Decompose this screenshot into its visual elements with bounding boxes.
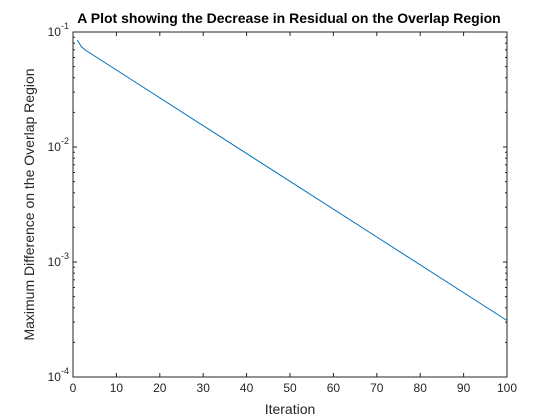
x-tick-label: 100 [497, 381, 517, 395]
x-tick-label: 80 [414, 381, 428, 395]
y-axis-label: Maximum Difference on the Overlap Region [21, 68, 37, 340]
x-tick-label: 20 [153, 381, 167, 395]
series-layer [76, 39, 508, 321]
y-tick-label-exponent: -1 [61, 21, 69, 31]
y-axis: 10-410-310-210-1 [48, 21, 507, 384]
y-tick-label-base: 10 [48, 370, 62, 384]
x-axis: 0 10 20 30 40 50 60 70 80 90 100 [70, 32, 517, 395]
y-tick-label: 10-3 [48, 251, 69, 269]
y-tick-label: 10-1 [48, 21, 69, 39]
y-tick-label-base: 10 [48, 255, 62, 269]
chart-title: A Plot showing the Decrease in Residual … [77, 10, 500, 26]
y-tick-label-exponent: -3 [61, 251, 69, 261]
x-tick-label: 50 [283, 381, 297, 395]
x-tick-label: 10 [110, 381, 124, 395]
x-tick-label: 60 [327, 381, 341, 395]
y-tick-label-base: 10 [48, 25, 62, 39]
plot-area [73, 32, 507, 377]
y-tick-label-exponent: -2 [61, 136, 69, 146]
y-tick-label: 10-4 [48, 366, 69, 384]
series-line [76, 39, 508, 321]
x-tick-label: 0 [70, 381, 77, 395]
x-tick-label: 30 [197, 381, 211, 395]
x-tick-label: 40 [240, 381, 254, 395]
y-tick-label: 10-2 [48, 136, 69, 154]
y-tick-label-base: 10 [48, 140, 62, 154]
x-tick-label: 70 [370, 381, 384, 395]
y-tick-label-exponent: -4 [61, 366, 69, 376]
x-tick-label: 90 [457, 381, 471, 395]
x-axis-label: Iteration [265, 401, 316, 417]
